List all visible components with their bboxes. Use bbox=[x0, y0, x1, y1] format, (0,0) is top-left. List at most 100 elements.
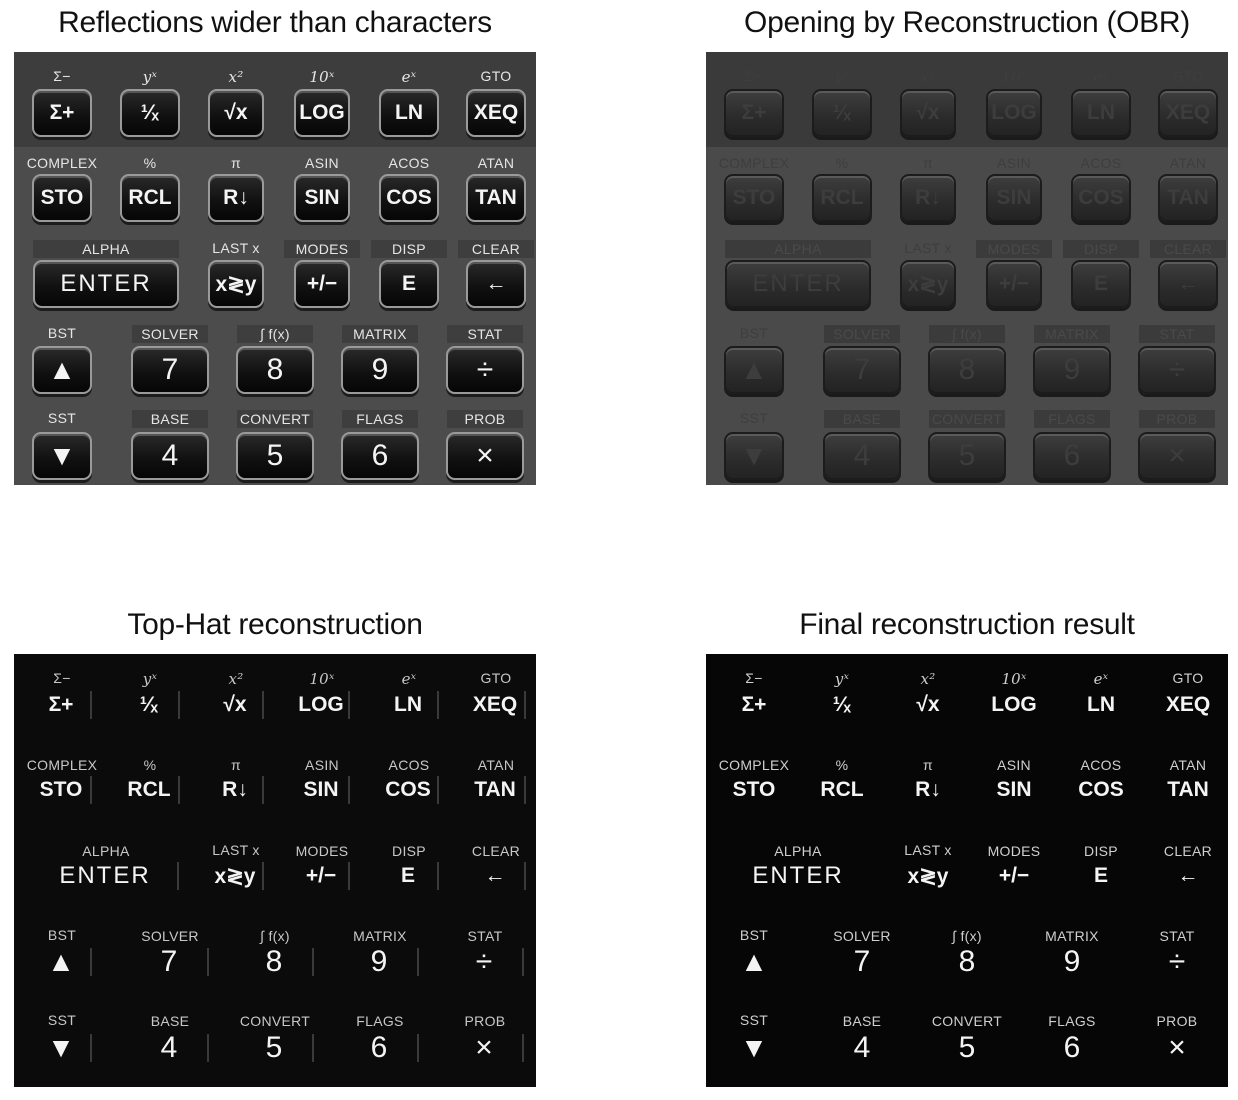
calculator-key: 6 bbox=[1033, 432, 1111, 480]
key-shift-label: ASIN bbox=[305, 155, 339, 171]
key-shift-label: 10ˣ bbox=[309, 670, 335, 688]
calculator-key: XEQ bbox=[466, 691, 526, 719]
calculator-key: 5 bbox=[236, 1031, 314, 1064]
calculator-key: 4 bbox=[131, 432, 209, 480]
title-top-right: Opening by Reconstruction (OBR) bbox=[744, 6, 1190, 39]
calculator-key: LOG bbox=[294, 89, 350, 137]
key-shift-label: CLEAR bbox=[1150, 240, 1226, 258]
key-shift-label: LAST x bbox=[904, 842, 952, 858]
calculator-key: RCL bbox=[812, 174, 872, 222]
calculator-key: ▼ bbox=[32, 1032, 92, 1063]
calculator-key: 9 bbox=[1033, 346, 1111, 394]
key-shift-label: MODES bbox=[284, 240, 360, 258]
calculator-key: E bbox=[1093, 864, 1108, 887]
key-shift-label: DISP bbox=[392, 843, 426, 859]
key-shift-label: BST bbox=[739, 927, 769, 943]
calculator-key: x≷y bbox=[907, 864, 949, 888]
key-shift-label: LAST x bbox=[904, 240, 952, 256]
calculator-key: LN bbox=[1087, 693, 1115, 716]
key-shift-label: SST bbox=[47, 1012, 77, 1028]
panel-tophat-keypad: Σ− yˣ x² 10ˣ eˣ GTO Σ+ ¹⁄ₓ √x LOG LN XEQ COMPLEX% π AS… bbox=[14, 654, 536, 1087]
calculator-key: 5 bbox=[958, 1031, 976, 1064]
calculator-key: STO bbox=[724, 174, 784, 222]
calculator-key: 8 bbox=[958, 945, 976, 978]
key-shift-label: MATRIX bbox=[1045, 928, 1099, 944]
key-shift-label: STAT bbox=[1139, 325, 1215, 343]
key-shift-label: eˣ bbox=[401, 68, 417, 86]
key-shift-label: GTO bbox=[1172, 68, 1204, 84]
key-shift-label: PROB bbox=[1139, 410, 1215, 428]
calculator-key: ENTER bbox=[33, 862, 179, 890]
calculator-key: STO bbox=[732, 778, 776, 801]
calculator-key: 6 bbox=[341, 1031, 419, 1064]
key-shift-label: SST bbox=[47, 410, 77, 426]
calculator-key: × bbox=[446, 1031, 524, 1064]
calculator-key: √x bbox=[208, 691, 264, 719]
key-shift-label: COMPLEX bbox=[718, 155, 790, 171]
calculator-key: ÷ bbox=[446, 346, 524, 394]
calculator-key: COS bbox=[1071, 174, 1131, 222]
key-shift-label: MODES bbox=[976, 240, 1052, 258]
key-shift-label: SOLVER bbox=[824, 325, 900, 343]
calculator-key: 7 bbox=[131, 346, 209, 394]
key-shift-label: ATAN bbox=[477, 757, 515, 773]
calculator-key: ▲ bbox=[740, 946, 768, 977]
key-shift-label: BASE bbox=[824, 410, 900, 428]
key-shift-label: ALPHA bbox=[33, 240, 179, 258]
calculator-key: x≷y bbox=[208, 862, 264, 890]
key-shift-label: 10ˣ bbox=[1001, 68, 1027, 86]
key-shift-label: CONVERT bbox=[931, 1013, 1003, 1029]
calculator-key: ENTER bbox=[33, 260, 179, 308]
calculator-key: Σ+ bbox=[724, 89, 784, 137]
key-shift-label: SOLVER bbox=[141, 928, 199, 944]
calculator-key: XEQ bbox=[1158, 89, 1218, 137]
calculator-key: ÷ bbox=[1138, 346, 1216, 394]
calculator-key: ¹⁄ₓ bbox=[120, 691, 180, 719]
key-shift-label: SST bbox=[739, 1012, 769, 1028]
key-shift-label: ASIN bbox=[305, 757, 339, 773]
calculator-key: x≷y bbox=[208, 260, 264, 308]
calculator-key: ENTER bbox=[752, 862, 844, 889]
calculator-key: ENTER bbox=[725, 260, 871, 308]
calculator-key: × bbox=[1168, 1031, 1186, 1064]
calculator-key: E bbox=[379, 862, 439, 890]
calculator-key: ▲ bbox=[32, 946, 92, 977]
key-shift-label: GTO bbox=[480, 68, 512, 84]
calculator-key: LN bbox=[379, 691, 439, 719]
key-shift-label: Σ− bbox=[745, 670, 763, 686]
calculator-key: 9 bbox=[341, 346, 419, 394]
calculator-key: COS bbox=[379, 776, 439, 804]
key-shift-label: CLEAR bbox=[1163, 843, 1213, 859]
key-shift-label: Σ− bbox=[745, 68, 763, 84]
calculator-key: TAN bbox=[466, 776, 526, 804]
key-shift-label: ∫ f(x) bbox=[237, 325, 313, 343]
calculator-key: E bbox=[379, 260, 439, 308]
key-shift-label: x² bbox=[920, 670, 936, 688]
calculator-key: Σ+ bbox=[741, 693, 767, 716]
calculator-key: Σ+ bbox=[32, 89, 92, 137]
calculator-key: 7 bbox=[131, 945, 209, 978]
calculator-key: 9 bbox=[341, 945, 419, 978]
key-shift-label: ∫ f(x) bbox=[952, 928, 982, 944]
calculator-key: RCL bbox=[120, 174, 180, 222]
key-shift-label: ALPHA bbox=[774, 843, 822, 859]
key-shift-label: CLEAR bbox=[458, 240, 534, 258]
key-shift-label: MODES bbox=[987, 843, 1041, 859]
panel-original-keypad: Σ− yˣ x² 10ˣ eˣ GTO Σ+ ¹⁄ₓ √x LOG LN XEQ COMPLEX% π AS… bbox=[14, 52, 536, 485]
key-shift-label: CLEAR bbox=[471, 843, 521, 859]
calculator-key: TAN bbox=[466, 174, 526, 222]
title-bottom-left: Top-Hat reconstruction bbox=[127, 608, 423, 641]
panel-obr-keypad: Σ− yˣ x² 10ˣ eˣ GTO Σ+ ¹⁄ₓ √x LOG LN XEQ COMPLEX% π AS… bbox=[706, 52, 1228, 485]
calculator-key: XEQ bbox=[1165, 693, 1211, 716]
calculator-key: √x bbox=[208, 89, 264, 137]
key-shift-label: eˣ bbox=[1093, 670, 1109, 688]
key-shift-label: STAT bbox=[467, 928, 503, 944]
key-shift-label: Σ− bbox=[53, 68, 71, 84]
key-shift-label: SST bbox=[739, 410, 769, 426]
calculator-key: TAN bbox=[1158, 174, 1218, 222]
calculator-key: 7 bbox=[853, 945, 871, 978]
calculator-key: R↓ bbox=[208, 174, 264, 222]
key-shift-label: BST bbox=[739, 325, 769, 341]
key-shift-label: x² bbox=[228, 670, 244, 688]
key-shift-label: GTO bbox=[1172, 670, 1204, 686]
